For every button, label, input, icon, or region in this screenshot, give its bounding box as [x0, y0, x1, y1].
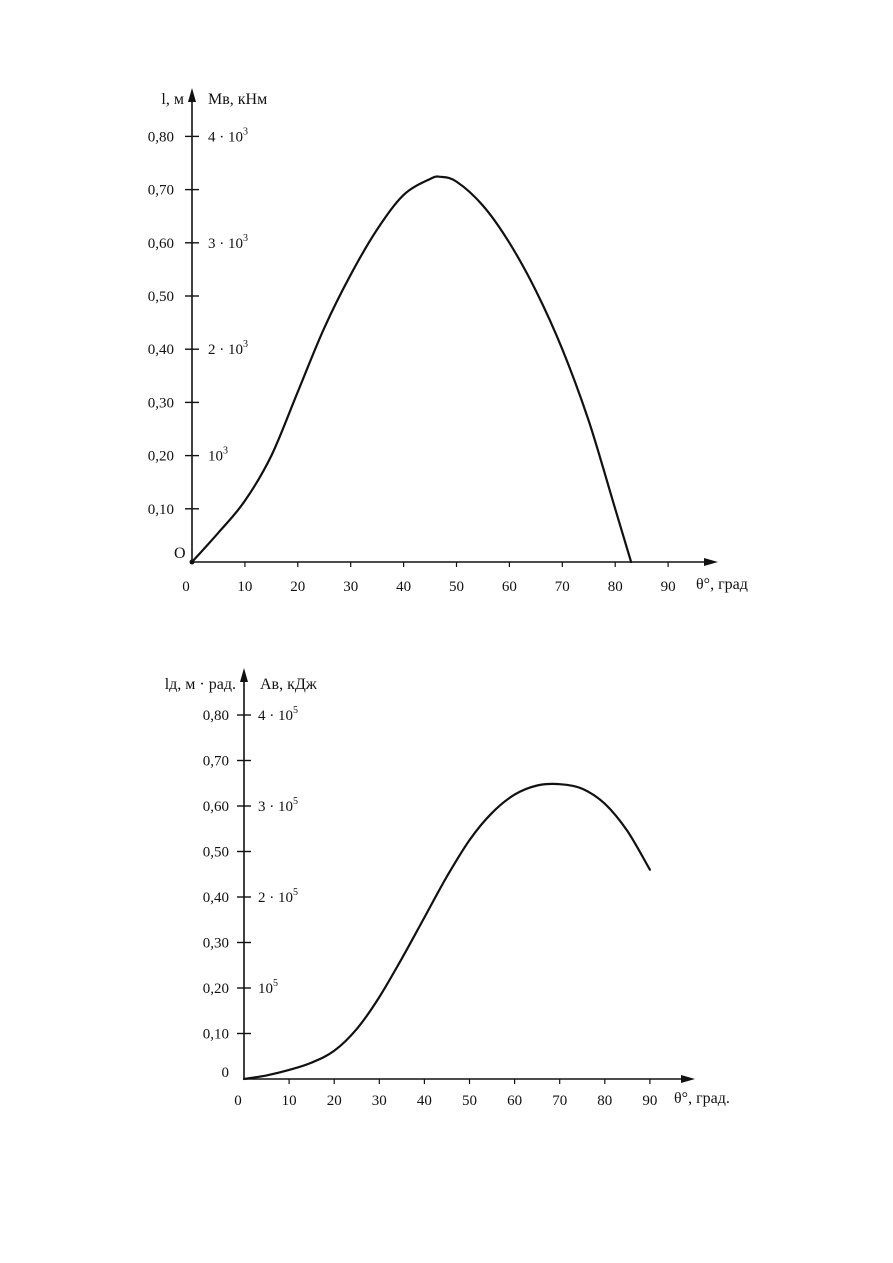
chart2-series-line-1	[242, 782, 651, 1081]
chart1-y2-tick-label: 2 · 103	[208, 339, 248, 358]
chart1-origin-label: O	[174, 545, 186, 562]
chart1-x-tick-label: 20	[290, 579, 305, 595]
chart1-x-axis-arrow	[704, 558, 718, 566]
chart2-y2-tick-label: 4 · 105	[258, 705, 298, 724]
chart2-y-zero-label: 0	[222, 1065, 230, 1081]
chart1-x-tick-label: 70	[555, 579, 570, 595]
chart2-y-axis-arrow	[240, 668, 248, 682]
chart2-x-axis-label: θ°, град.	[674, 1090, 730, 1107]
chart1-y-axis-arrow	[188, 88, 196, 102]
chart1-x-tick-label: 40	[396, 579, 411, 595]
chart1-x-tick-label: 90	[661, 579, 676, 595]
chart1-y-tick-label: 0,30	[148, 395, 174, 411]
chart1-y-axis-label: l, м	[161, 91, 184, 108]
chart1-y2-axis-label: Mв, кНм	[208, 91, 267, 108]
chart2-y2-tick-label: 3 · 105	[258, 796, 298, 815]
chart2-y-tick-label: 0,50	[203, 845, 229, 861]
chart2-x-zero-label: 0	[234, 1093, 242, 1109]
chart1-y2-tick-label: 3 · 103	[208, 233, 248, 252]
chart1-y-tick-label: 0,10	[148, 502, 174, 518]
chart2-x-tick-label: 60	[507, 1093, 522, 1109]
chart2-x-tick-label: 80	[597, 1093, 612, 1109]
chart2-y-tick-label: 0,60	[203, 799, 229, 815]
chart2-x-tick-label: 70	[552, 1093, 567, 1109]
chart1-y-tick-label: 0,70	[148, 183, 174, 199]
chart1-x-tick-label: 80	[608, 579, 623, 595]
chart1-y-tick-label: 0,60	[148, 236, 174, 252]
chart2-y-tick-label: 0,30	[203, 936, 229, 952]
chart1-y2-tick-label: 103	[208, 446, 228, 465]
chart2-x-axis-arrow	[681, 1075, 695, 1083]
chart1-x-axis-label: θ°, град	[696, 576, 748, 593]
chart1-x-tick-label: 10	[237, 579, 252, 595]
chart1-x-tick-label: 60	[502, 579, 517, 595]
chart2-x-tick-label: 40	[417, 1093, 432, 1109]
chart2-x-tick-label: 30	[372, 1093, 387, 1109]
chart2-y2-axis-label: Aв, кДж	[260, 676, 318, 693]
chart2-y-tick-label: 0,70	[203, 754, 229, 770]
chart2-x-tick-label: 10	[282, 1093, 297, 1109]
chart1-x-zero-label: 0	[182, 579, 190, 595]
chart1-y2-tick-label: 4 · 103	[208, 126, 248, 145]
chart1-y-tick-label: 0,40	[148, 342, 174, 358]
chart-bottom-dynamic-arm: 0,10 0,20 0,30 0,40 0,50 0,60 0,70 0,80 0 105 2 · …	[165, 668, 730, 1109]
chart1-x-tick-label: 50	[449, 579, 464, 595]
chart1-y-tick-label: 0,80	[148, 129, 174, 145]
chart2-y-tick-label: 0,40	[203, 890, 229, 906]
chart1-y-tick-label: 0,50	[148, 289, 174, 305]
chart2-x-tick-label: 20	[327, 1093, 342, 1109]
chart2-y-tick-label: 0,20	[203, 981, 229, 997]
chart2-x-tick-label: 90	[642, 1093, 657, 1109]
chart-top-lever-arm: 0,10 0,20 0,30 0,40 0,50 0,60 0,70 0,80 103 2 · 1…	[148, 88, 748, 595]
chart2-y-axis-label: lд, м · рад.	[165, 676, 236, 693]
chart1-x-tick-label: 30	[343, 579, 358, 595]
chart2-y2-tick-label: 105	[258, 978, 278, 997]
chart1-y-tick-label: 0,20	[148, 449, 174, 465]
chart2-y-tick-label: 0,80	[203, 708, 229, 724]
chart1-series-line-1	[190, 175, 633, 564]
chart2-y-tick-label: 0,10	[203, 1027, 229, 1043]
chart2-x-tick-label: 50	[462, 1093, 477, 1109]
chart2-y2-tick-label: 2 · 105	[258, 887, 298, 906]
